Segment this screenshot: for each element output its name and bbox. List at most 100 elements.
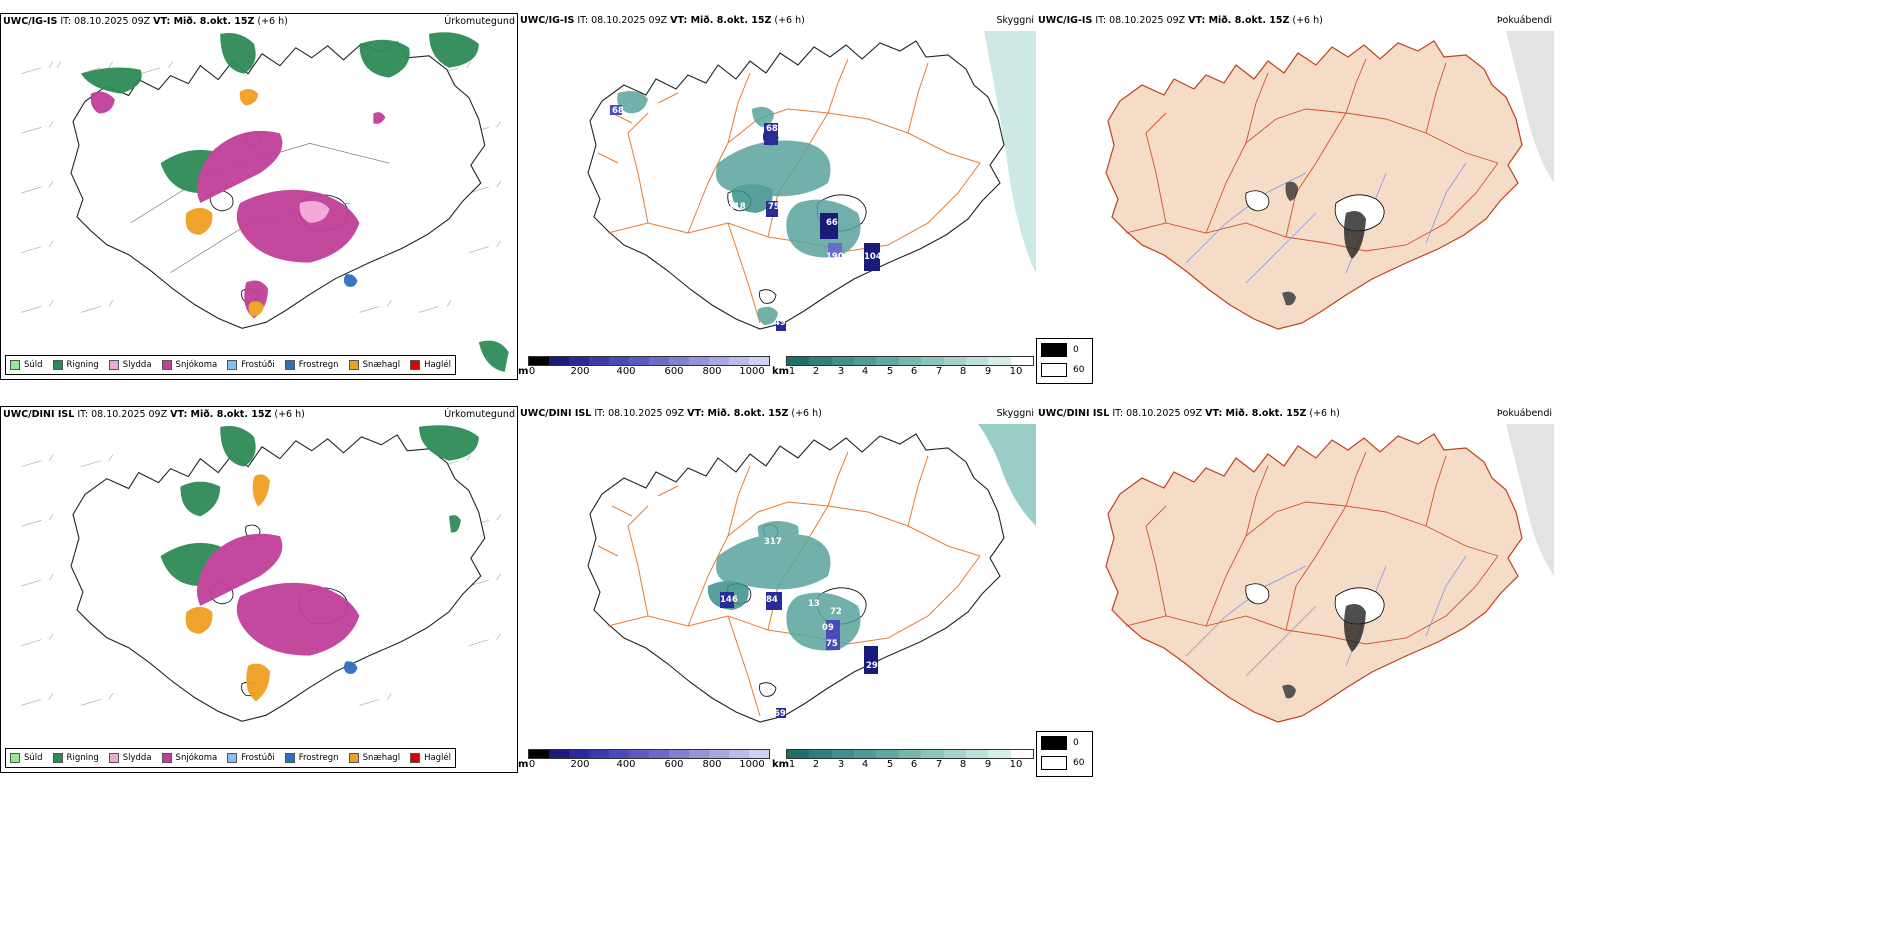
- visibility-tick: 10: [1009, 759, 1023, 770]
- visibility-label: 13: [808, 599, 820, 609]
- ceiling-tick: 200: [570, 759, 590, 770]
- legend-item: Haglél: [410, 360, 451, 370]
- legend-swatch: [161, 360, 172, 370]
- fog-legend-label: 0: [1073, 738, 1079, 748]
- legend-item: Slydda: [108, 360, 152, 370]
- visibility-label: 84: [648, 96, 660, 106]
- legend-swatch: [161, 753, 172, 763]
- ceiling-tick: 800: [702, 759, 722, 770]
- visibility-tick: 2: [812, 366, 820, 377]
- visibility-label: 29: [866, 661, 878, 671]
- ceiling-bar: [528, 749, 770, 759]
- legend-item: Súld: [10, 753, 43, 763]
- precip-type-legend: Súld Rigning Slydda Snjókoma Frostúði Fr…: [5, 748, 457, 768]
- legend-item: Frostregn: [284, 360, 339, 370]
- legend-label: Snæhagl: [362, 360, 401, 370]
- legend-item: Slydda: [108, 753, 152, 763]
- visibility-tick: 7: [935, 759, 943, 770]
- legend-item: Snjókoma: [161, 360, 218, 370]
- visibility-tick: 5: [886, 759, 894, 770]
- fog-swatch: [1041, 363, 1067, 377]
- visibility-panel-row1: UWC/IG-IS IT: 08.10.2025 09Z VT: Mið. 8.…: [518, 13, 1036, 380]
- visibility-label: 84: [766, 595, 778, 605]
- fog-indicator-map: [1105, 424, 1554, 723]
- visibility-label: 94: [744, 314, 756, 324]
- visibility-ceiling-map: 68 84 63 68 118 75 66 190 104 132 94 49: [587, 31, 1036, 331]
- visibility-label: 104: [864, 252, 882, 262]
- visibility-tick: 2: [812, 759, 820, 770]
- legend-label: Súld: [24, 753, 43, 763]
- legend-item: Snjókoma: [161, 753, 218, 763]
- legend-label: Snjókoma: [175, 360, 218, 370]
- visibility-label: 190: [826, 252, 844, 262]
- panel-header: UWC/DINI ISL IT: 08.10.2025 09Z VT: Mið.…: [520, 408, 822, 419]
- fog-swatch: [1041, 736, 1067, 750]
- ceiling-unit: m: [518, 366, 529, 377]
- legend-swatch: [410, 753, 421, 763]
- legend-item: Frostúði: [227, 753, 275, 763]
- ceiling-colorbar-row1: m 0 200 400 600 800 1000: [518, 356, 770, 386]
- visibility-tick: 3: [837, 759, 845, 770]
- visibility-label: 317: [764, 537, 782, 547]
- visibility-label: 66: [826, 218, 838, 228]
- panel-title: Skyggni: [996, 15, 1034, 26]
- legend-label: Haglél: [424, 360, 452, 370]
- visibility-tick: 9: [984, 759, 992, 770]
- legend-swatch: [410, 360, 421, 370]
- legend-label: Snjókoma: [175, 753, 218, 763]
- legend-swatch: [10, 753, 20, 763]
- fog-legend-label: 60: [1073, 758, 1085, 768]
- legend-label: Frostúði: [241, 753, 275, 763]
- legend-swatch: [284, 753, 295, 763]
- legend-swatch: [52, 360, 63, 370]
- precip-type-map: [21, 425, 501, 722]
- visibility-tick: 1: [788, 759, 796, 770]
- ceiling-tick: 1000: [739, 366, 765, 377]
- ceiling-tick: 0: [528, 759, 536, 770]
- visibility-tick: 6: [910, 759, 918, 770]
- fog-legend-label: 60: [1073, 365, 1085, 375]
- panel-header: UWC/IG-IS IT: 08.10.2025 09Z VT: Mið. 8.…: [3, 16, 288, 27]
- fog-legend-row2: 0 60: [1036, 731, 1093, 777]
- ceiling-tick: 800: [702, 366, 722, 377]
- precip-type-legend: Súld Rigning Slydda Snjókoma Frostúði Fr…: [5, 355, 457, 375]
- visibility-label: 09: [822, 623, 834, 633]
- panel-title: Þokuábendi: [1496, 15, 1552, 26]
- precip-panel-row1: UWC/IG-IS IT: 08.10.2025 09Z VT: Mið. 8.…: [0, 13, 518, 380]
- legend-label: Snæhagl: [362, 753, 401, 763]
- visibility-label: 72: [830, 607, 842, 617]
- visibility-bar: [786, 749, 1034, 759]
- ceiling-bar: [528, 356, 770, 366]
- ceiling-tick: 600: [664, 366, 684, 377]
- visibility-bar: [786, 356, 1034, 366]
- precip-panel-row2: UWC/DINI ISL IT: 08.10.2025 09Z VT: Mið.…: [0, 406, 518, 773]
- legend-label: Súld: [24, 360, 43, 370]
- visibility-tick: 10: [1009, 366, 1023, 377]
- ceiling-unit: m: [518, 759, 529, 770]
- legend-label: Haglél: [424, 753, 452, 763]
- panel-title: Úrkomutegund: [444, 16, 515, 27]
- legend-label: Slydda: [122, 753, 152, 763]
- fog-legend-row1: 0 60: [1036, 338, 1093, 384]
- legend-item: Snæhagl: [348, 360, 401, 370]
- ceiling-tick: 200: [570, 366, 590, 377]
- legend-label: Frostúði: [241, 360, 275, 370]
- legend-item: Frostregn: [284, 753, 339, 763]
- visibility-tick: 1: [788, 366, 796, 377]
- visibility-panel-row2: UWC/DINI ISL IT: 08.10.2025 09Z VT: Mið.…: [518, 406, 1036, 773]
- fog-swatch: [1041, 756, 1067, 770]
- ceiling-tick: 0: [528, 366, 536, 377]
- visibility-label: 49: [774, 318, 786, 328]
- legend-item: Haglél: [410, 753, 451, 763]
- ceiling-colorbar-row2: m 0 200 400 600 800 1000: [518, 749, 770, 779]
- visibility-tick: 8: [959, 759, 967, 770]
- visibility-tick: 4: [861, 366, 869, 377]
- panel-title: Þokuábendi: [1496, 408, 1552, 419]
- legend-swatch: [52, 753, 63, 763]
- fog-indicator-map: [1105, 31, 1554, 330]
- legend-label: Frostregn: [298, 753, 339, 763]
- legend-swatch: [108, 753, 119, 763]
- visibility-tick: 9: [984, 366, 992, 377]
- panel-header: UWC/DINI ISL IT: 08.10.2025 09Z VT: Mið.…: [3, 409, 305, 420]
- legend-label: Frostregn: [298, 360, 339, 370]
